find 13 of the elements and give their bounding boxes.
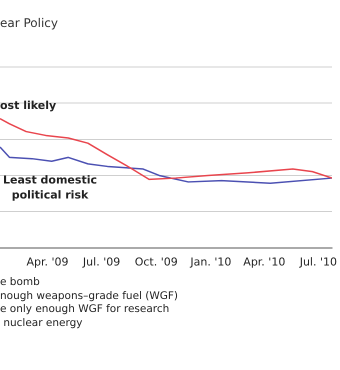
text: nough weapons–grade fuel (WGF): [0, 290, 178, 303]
x-tick-label: Jan. '10: [189, 255, 232, 268]
text: ost likely: [0, 98, 56, 112]
x-tick-label: Jul. '09: [82, 255, 120, 268]
x-tick-label: Oct. '09: [134, 255, 178, 268]
x-tick-label: Apr. '10: [243, 255, 286, 268]
annotation: Least domestic political risk: [3, 173, 97, 202]
text: nuclear energy: [2, 316, 84, 330]
x-tick-label: Jul. '10: [298, 255, 338, 268]
x-tick-label: Apr. '09: [26, 255, 69, 268]
text: e only enough WGF for research: [0, 303, 170, 316]
chart-title: ear Policy: [0, 16, 58, 30]
text: e bomb: [0, 276, 41, 290]
